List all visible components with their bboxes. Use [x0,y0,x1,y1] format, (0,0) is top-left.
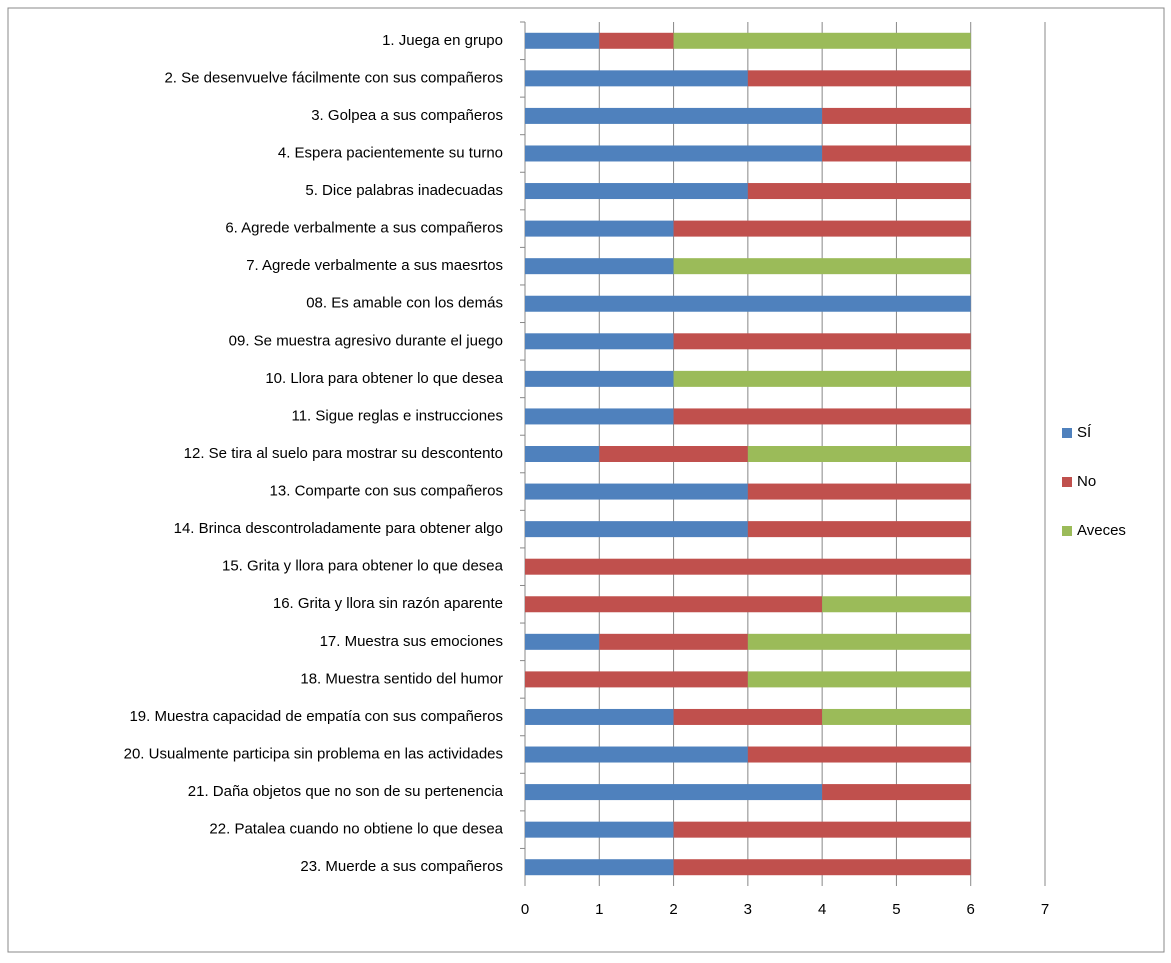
legend-label: Aveces [1077,522,1126,539]
legend-label: SÍ [1077,424,1092,441]
y-tick-label: 17. Muestra sus emociones [320,633,503,650]
y-tick-label: 2. Se desenvuelve fácilmente con sus com… [164,69,503,86]
bar-segment [525,859,674,876]
y-tick-label: 7. Agrede verbalmente a sus maesrtos [246,257,503,274]
bar-segment [673,821,971,838]
bar-segment [525,220,674,237]
bar-segment [525,258,674,275]
bar-segment [525,145,823,162]
bar-segment [525,671,748,688]
y-tick-label: 21. Daña objetos que no son de su perten… [188,783,504,800]
y-tick-label: 20. Usualmente participa sin problema en… [124,745,503,762]
x-tick-label: 3 [744,901,752,918]
bar-segment [525,370,674,387]
bar-segment [525,70,748,87]
y-tick-label: 09. Se muestra agresivo durante el juego [229,332,503,349]
y-tick-label: 22. Patalea cuando no obtiene lo que des… [209,821,503,838]
y-tick-label: 16. Grita y llora sin razón aparente [273,595,503,612]
bar-segment [525,633,600,650]
x-tick-label: 0 [521,901,529,918]
y-tick-label: 11. Sigue reglas e instrucciones [291,407,503,424]
bar-segment [525,295,971,312]
bar-segment [673,32,971,49]
bar-segment [525,521,748,538]
bar-segment [525,408,674,425]
y-tick-label: 10. Llora para obtener lo que desea [265,370,503,387]
y-tick-label: 18. Muestra sentido del humor [300,670,503,687]
bar-segment [525,558,971,575]
x-tick-label: 4 [818,901,826,918]
bar-segment [822,784,971,801]
legend-swatch [1062,428,1072,438]
y-tick-label: 14. Brinca descontroladamente para obten… [174,520,503,537]
x-tick-label: 7 [1041,901,1049,918]
y-tick-label: 23. Muerde a sus compañeros [300,858,503,875]
bar-segment [747,633,971,650]
bar-segment [673,859,971,876]
bar-segment [525,333,674,350]
bar-segment [822,596,971,613]
bar-segment [525,483,748,500]
bar-segment [673,258,971,275]
bar-segment [525,183,748,200]
bar-segment [822,145,971,162]
y-tick-label: 15. Grita y llora para obtener lo que de… [222,558,504,575]
bar-segment [747,483,971,500]
legend-label: No [1077,473,1096,490]
y-tick-label: 13. Comparte con sus compañeros [270,483,503,500]
y-tick-label: 5. Dice palabras inadecuadas [305,182,503,199]
bar-segment [525,32,600,49]
bar-segment [673,370,971,387]
x-tick-label: 6 [967,901,975,918]
y-tick-label: 3. Golpea a sus compañeros [311,107,503,124]
bar-segment [747,183,971,200]
bar-segment [525,746,748,763]
bar-segment [673,333,971,350]
bar-segment [673,408,971,425]
bar-segment [747,521,971,538]
legend-swatch [1062,526,1072,536]
bar-segment [525,107,823,124]
bar-segment [525,446,600,462]
bar-segment [673,220,971,237]
y-tick-label: 08. Es amable con los demás [306,295,503,312]
x-tick-label: 1 [595,901,603,918]
bar-segment [822,708,971,725]
bar-segment [599,446,748,462]
bar-segment [525,596,823,613]
bar-segment [747,746,971,763]
bar-segment [599,633,748,650]
y-tick-label: 6. Agrede verbalmente a sus compañeros [225,220,503,237]
bar-segment [747,70,971,87]
bar-segment [747,671,971,688]
y-tick-label: 4. Espera pacientemente su turno [278,144,503,161]
y-tick-label: 12. Se tira al suelo para mostrar su des… [184,445,503,462]
legend-swatch [1062,477,1072,487]
x-tick-label: 5 [892,901,900,918]
bar-segment [747,446,971,462]
y-tick-label: 19. Muestra capacidad de empatía con sus… [129,708,503,725]
bar-segment [599,32,674,49]
bar-segment [525,784,823,801]
y-tick-label: 1. Juega en grupo [382,32,503,49]
bar-segment [822,107,971,124]
bar-segment [525,821,674,838]
x-tick-label: 2 [669,901,677,918]
bar-segment [673,708,823,725]
bar-segment [525,708,674,725]
